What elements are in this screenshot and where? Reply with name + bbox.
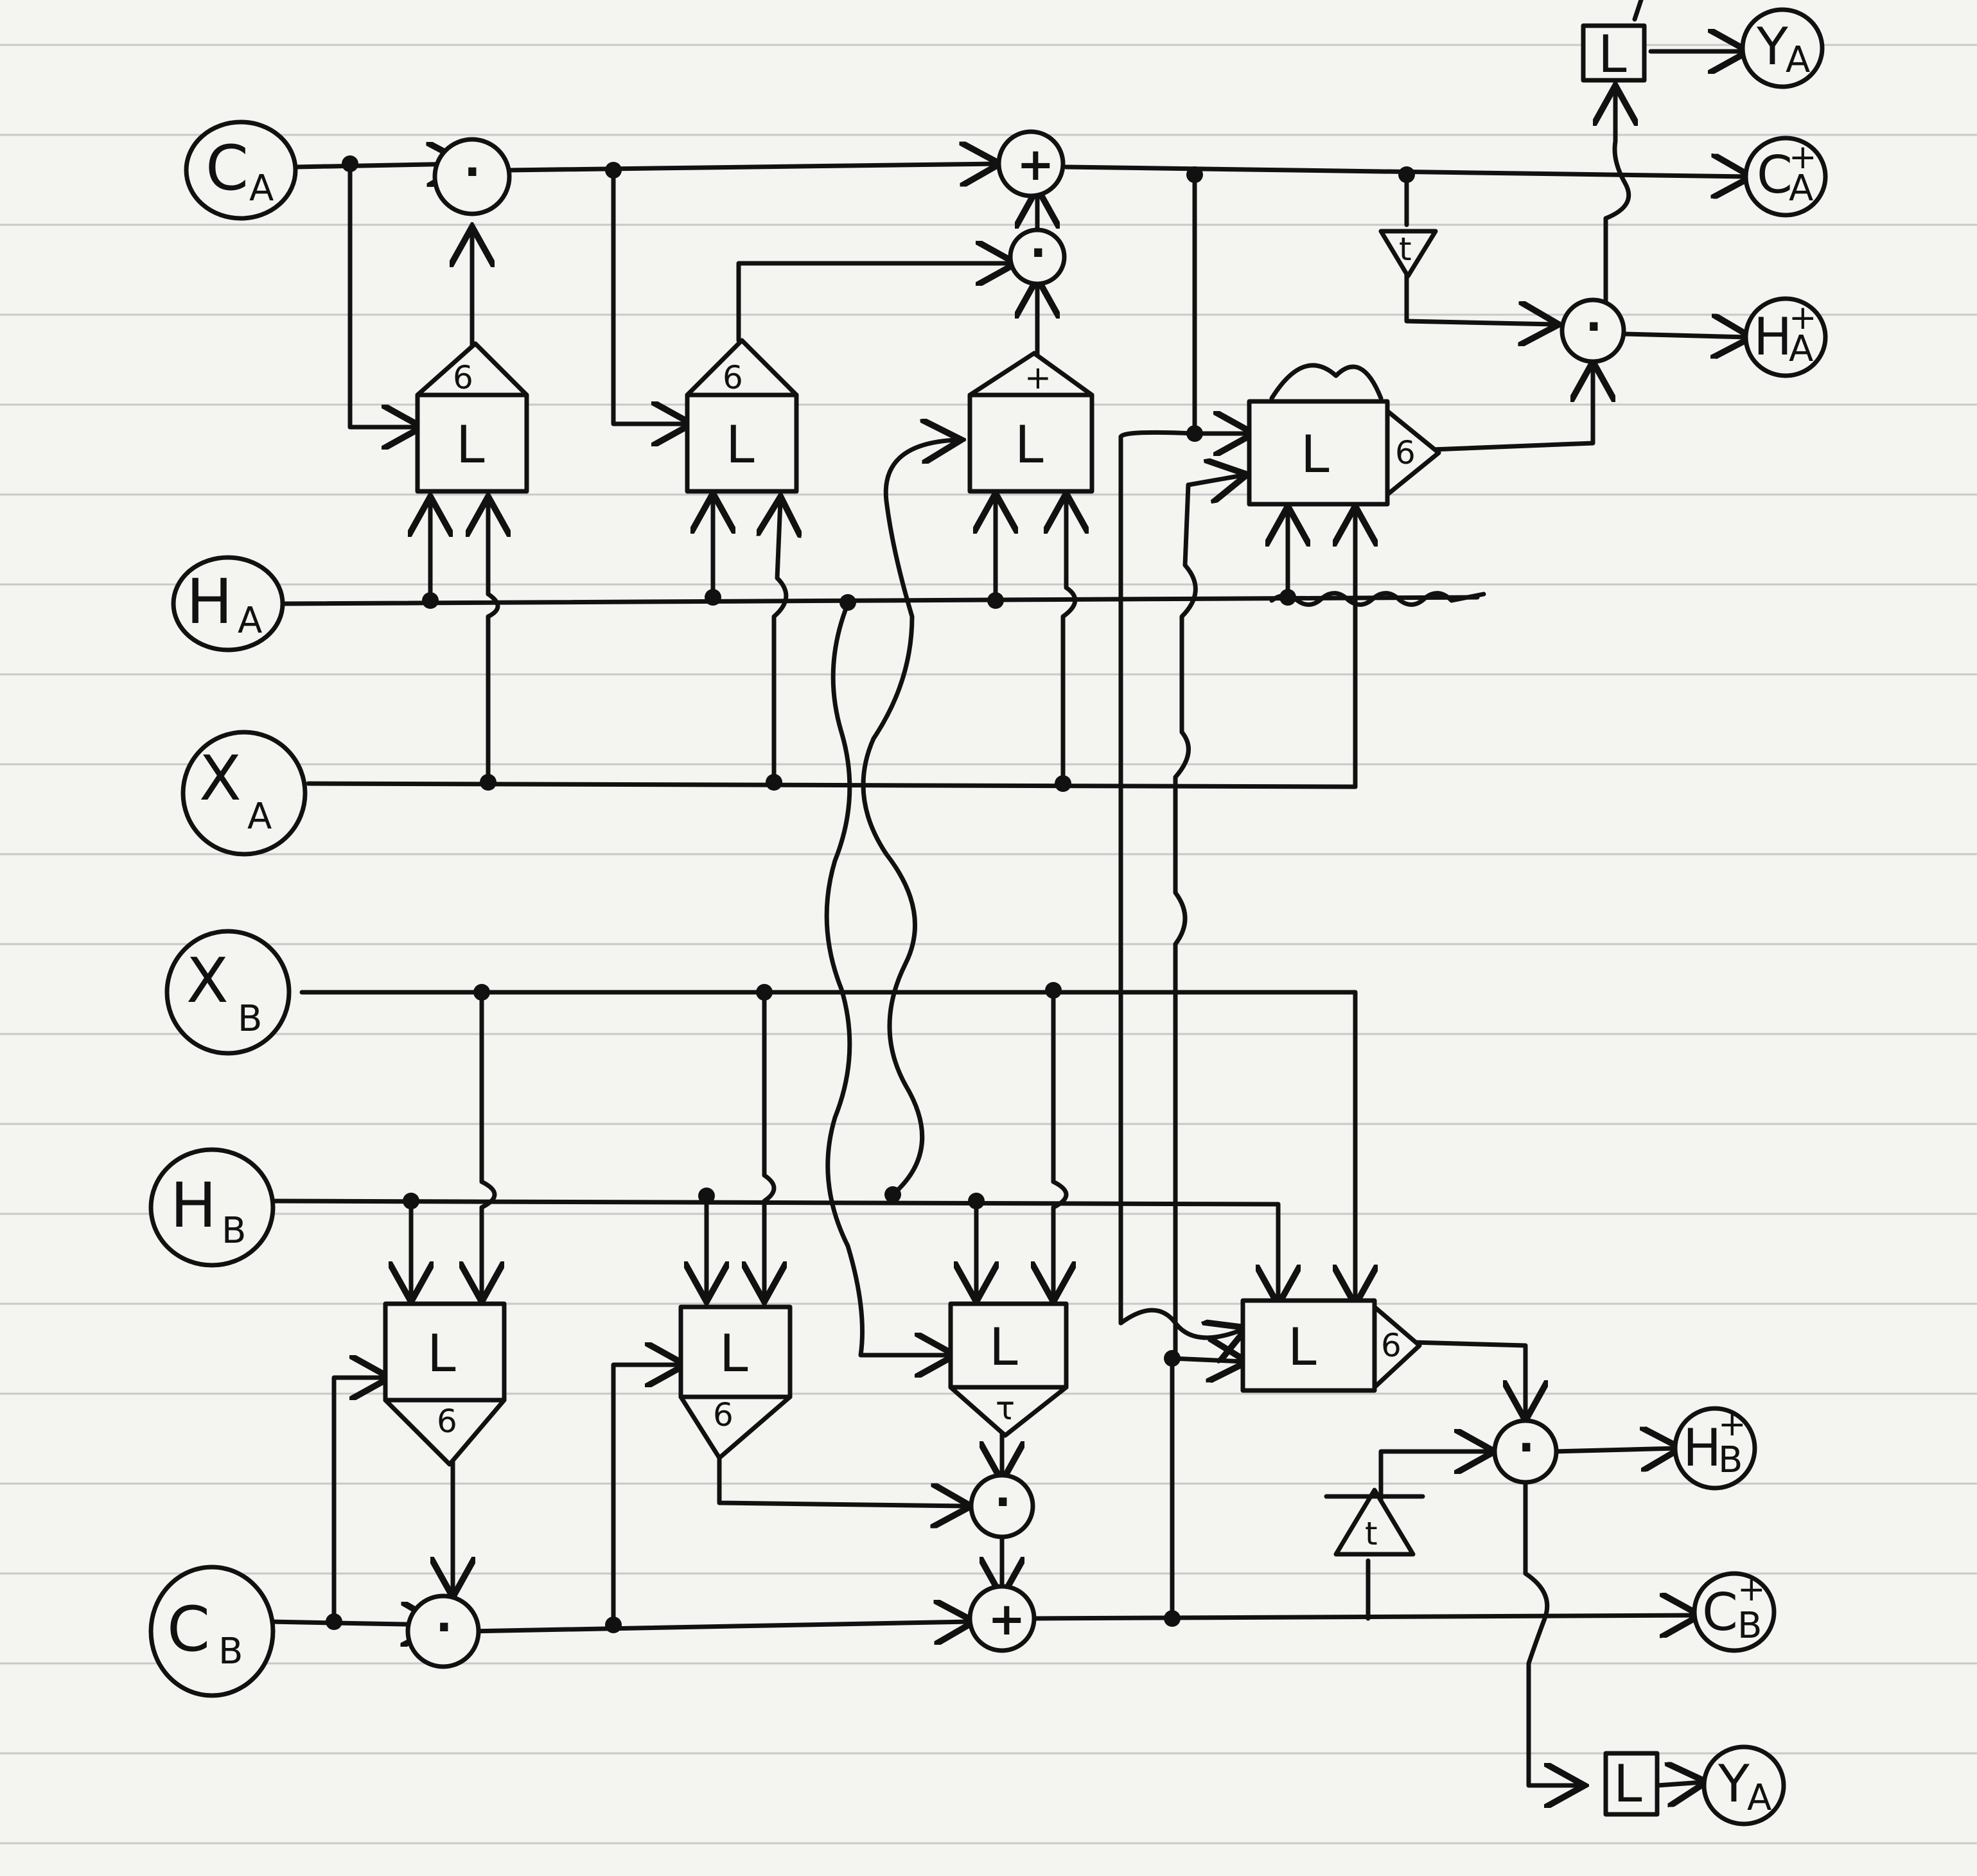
x-b-sub: B (238, 998, 262, 1040)
svg-text:L: L (1288, 1317, 1317, 1377)
h-b-next-sup: + (1718, 1405, 1746, 1444)
svg-text:·: · (1585, 301, 1603, 353)
svg-text:+: + (1024, 359, 1051, 396)
x-a-letter: X (199, 742, 242, 814)
y-a-top-letter: Y (1756, 17, 1789, 76)
linear-block-a1: 6 L (415, 341, 529, 494)
c-b-sub: B (218, 1631, 243, 1672)
c-b-next-sub: B (1737, 1605, 1762, 1647)
h-b-next-letter: H (1683, 1418, 1721, 1478)
cell-b-wires (331, 986, 1702, 1785)
svg-text:·: · (994, 1476, 1012, 1529)
c-a-next-sub: A (1789, 168, 1813, 209)
tanh-gate-b: t (1324, 1487, 1425, 1557)
svg-text:τ: τ (996, 1390, 1015, 1427)
c-b-letter: C (167, 1593, 210, 1665)
plus-node-a: + (996, 129, 1066, 198)
y-a-top-sub: A (1786, 39, 1810, 81)
svg-text:6: 6 (1395, 434, 1416, 471)
h-a-letter: H (186, 566, 233, 638)
c-a-sub: A (249, 168, 274, 209)
linear-block-b2: L 6 (678, 1304, 793, 1460)
svg-text:+: + (1017, 138, 1055, 191)
svg-text:L: L (1301, 425, 1330, 484)
output-c-b-next: C + B (1692, 1570, 1777, 1653)
times-node-b1: · (405, 1593, 481, 1669)
plus-node-b: + (967, 1584, 1037, 1653)
output-h-b-next: H + B (1673, 1405, 1757, 1491)
output-y-a-top: Y A (1740, 7, 1825, 89)
y-a-bottom-letter: Y (1718, 1754, 1750, 1814)
times-node-a3: · (1560, 297, 1626, 364)
svg-text:L: L (1598, 24, 1627, 84)
svg-text:6: 6 (453, 359, 473, 396)
svg-text:L: L (1015, 415, 1044, 475)
input-c-b: C B (148, 1565, 276, 1698)
c-a-next-sup: + (1789, 138, 1817, 177)
h-b-letter: H (170, 1170, 216, 1241)
svg-text:t: t (1365, 1515, 1378, 1552)
input-x-a: X A (180, 730, 308, 857)
svg-text:+: + (988, 1593, 1026, 1645)
cell-a-wires (347, 0, 1747, 1355)
linear-block-a3: + L (967, 351, 1094, 494)
svg-text:L: L (719, 1324, 748, 1383)
h-a-next-letter: H (1753, 307, 1792, 367)
c-a-letter: C (206, 132, 249, 204)
svg-text:6: 6 (723, 359, 743, 396)
svg-text:L: L (1613, 1754, 1642, 1814)
c-b-next-letter: C (1702, 1582, 1738, 1642)
svg-text:·: · (1030, 227, 1047, 279)
x-a-sub: A (247, 796, 272, 837)
svg-text:·: · (435, 1601, 453, 1654)
linear-block-b4: L 6 (1240, 1298, 1422, 1393)
c-a-next-letter: C (1757, 145, 1793, 205)
input-h-a: H A (171, 555, 285, 653)
output-h-a-next: H + A (1743, 296, 1828, 378)
input-c-a: C A (184, 119, 298, 221)
output-c-a-next: C + A (1743, 136, 1828, 218)
input-h-b: H B (148, 1147, 276, 1268)
input-x-b: X B (164, 929, 292, 1056)
svg-text:L: L (726, 415, 755, 475)
ruled-lines (0, 44, 1977, 1845)
y-a-bottom-sub: A (1747, 1777, 1771, 1819)
linear-block-y-bottom: L (1603, 1751, 1660, 1817)
svg-text:6: 6 (713, 1396, 734, 1433)
junction-dots (326, 155, 1415, 1633)
times-node-b3: · (1492, 1418, 1559, 1485)
c-b-next-sup: + (1737, 1570, 1766, 1609)
h-a-next-sub: A (1789, 328, 1813, 370)
svg-text:6: 6 (437, 1403, 457, 1440)
linear-block-y-top: L (1581, 23, 1647, 84)
svg-text:·: · (464, 146, 481, 198)
svg-text:L: L (456, 415, 485, 475)
times-node-a1: · (432, 137, 512, 216)
h-b-sub: B (222, 1210, 246, 1252)
x-b-letter: X (186, 945, 229, 1017)
h-b-next-sub: B (1718, 1439, 1743, 1481)
h-a-sub: A (238, 600, 262, 642)
svg-text:L: L (989, 1317, 1018, 1377)
times-node-a2: · (1008, 227, 1067, 286)
h-a-next-sup: + (1789, 299, 1817, 337)
times-node-b2: · (969, 1473, 1035, 1539)
linear-block-b3: L τ (948, 1301, 1069, 1438)
linear-block-a2: 6 L (685, 338, 799, 494)
linear-block-b1: L 6 (383, 1301, 507, 1467)
output-y-a-bottom: Y A (1701, 1744, 1786, 1827)
scribble (1269, 591, 1486, 607)
svg-text:·: · (1518, 1421, 1535, 1474)
svg-text:t: t (1399, 231, 1412, 268)
tanh-gate-a: t (1378, 229, 1438, 279)
svg-text:L: L (427, 1324, 456, 1383)
linear-block-a4: L 6 (1247, 363, 1441, 507)
svg-text:6: 6 (1381, 1327, 1401, 1364)
